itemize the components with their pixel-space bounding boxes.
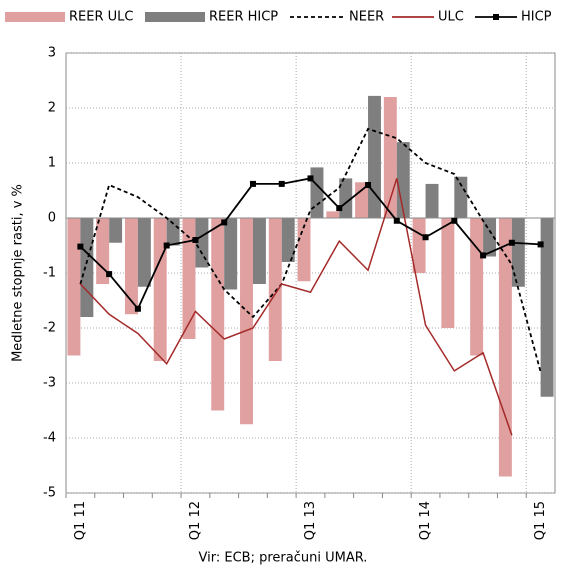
bar: [166, 218, 180, 246]
bar: [339, 178, 353, 218]
line-marker: [537, 241, 544, 248]
line-marker: [451, 217, 458, 224]
bar: [454, 176, 468, 218]
y-tick-label: 0: [48, 211, 56, 226]
line-marker: [508, 239, 515, 246]
line-marker: [278, 180, 285, 187]
legend-label: NEER: [349, 10, 384, 25]
bar: [368, 95, 381, 218]
bar: [268, 218, 282, 361]
y-tick-label: -4: [43, 431, 56, 446]
bar: [540, 218, 554, 397]
y-tick-label: -1: [43, 266, 56, 281]
bar: [96, 218, 110, 284]
y-tick-label: -3: [43, 376, 56, 391]
bar: [240, 218, 253, 425]
line-marker: [480, 252, 487, 259]
line-marker: [336, 205, 343, 212]
bar: [124, 218, 138, 315]
line-marker: [163, 242, 170, 249]
line-marker: [422, 234, 429, 241]
y-tick-label: 1: [48, 156, 56, 171]
legend-label: REER ULC: [69, 10, 133, 25]
bar: [182, 218, 196, 339]
bar: [153, 218, 167, 361]
bar: [412, 218, 426, 273]
x-tick-label: Q1 13: [303, 501, 318, 540]
legend-swatch: [145, 12, 205, 22]
line-marker: [393, 217, 400, 224]
line-marker: [249, 180, 256, 187]
line-marker: [106, 271, 113, 278]
legend-label: HICP: [521, 10, 552, 25]
bar: [326, 211, 340, 218]
bar: [195, 218, 209, 268]
line-marker: [307, 175, 314, 182]
bar: [109, 218, 123, 243]
y-tick-label: -5: [43, 486, 56, 501]
x-tick-label: Q1 15: [533, 501, 548, 540]
bar: [483, 218, 497, 257]
line-marker: [365, 182, 372, 188]
bar: [80, 218, 94, 317]
bar: [441, 218, 455, 328]
x-tick-label: Q1 12: [188, 501, 203, 540]
line-marker: [221, 219, 228, 226]
bar: [310, 167, 324, 218]
y-axis-title: Medletne stopnje rasti, v %: [11, 184, 26, 362]
legend-swatch: [5, 12, 65, 22]
y-tick-label: 2: [48, 101, 56, 116]
bar: [137, 218, 151, 287]
y-tick-label: -2: [43, 321, 56, 336]
bar: [396, 142, 410, 218]
line-series: [79, 127, 542, 373]
bar: [355, 182, 369, 218]
y-tick-label: 3: [48, 46, 56, 61]
bar: [252, 218, 266, 284]
legend-label: REER HICP: [209, 10, 278, 25]
line-marker: [134, 305, 141, 312]
bar: [67, 218, 81, 356]
bar: [498, 218, 512, 477]
source-note: Vir: ECB; preračuni UMAR.: [199, 551, 368, 566]
bar: [224, 218, 238, 290]
line-marker: [77, 243, 84, 250]
x-tick-label: Q1 11: [73, 501, 88, 540]
x-tick-label: Q1 14: [418, 501, 433, 540]
legend-label: ULC: [438, 10, 464, 25]
bar: [470, 218, 484, 356]
bar: [425, 183, 439, 218]
bar: [211, 218, 225, 411]
bar: [511, 218, 525, 287]
legend-marker: [493, 14, 499, 20]
line-series: [79, 178, 513, 436]
line-marker: [192, 237, 199, 243]
bar: [281, 218, 295, 262]
